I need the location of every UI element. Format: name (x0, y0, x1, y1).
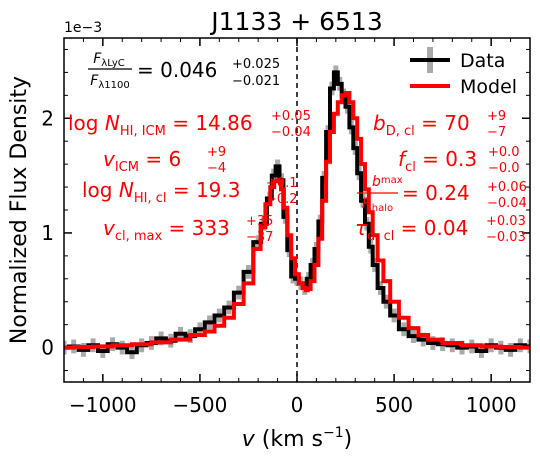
param-v-icm-err-up: +9 (207, 145, 226, 160)
y-tick-label: 2 (41, 106, 54, 130)
param-log-nhi-cl-err-up: +0.1 (266, 176, 298, 191)
x-tick-label: −1000 (69, 393, 137, 417)
model-series-line (64, 91, 530, 350)
x-tick-label: 500 (375, 393, 413, 417)
param-b-ratio-num: bmax (372, 174, 403, 190)
param-v-icm: vICM = 6 (103, 147, 181, 175)
param-b-ratio-err-up: +0.06 (487, 180, 527, 195)
param-f-cl-err-down: −0.0 (488, 161, 520, 176)
lyc-frac-den: Fλ1100 (90, 73, 129, 91)
param-b-ratio-err-down: −0.04 (487, 196, 527, 211)
y-tick-label: 1 (41, 221, 54, 245)
param-v-icm-err-down: −4 (207, 161, 226, 176)
param-v-cl-max-err-down: −37 (246, 230, 273, 245)
lyc-ratio-annotation: FλLyC Fλ1100 = 0.046 +0.025 −0.021 (88, 51, 280, 91)
param-b-ratio-value: = 0.24 (402, 181, 470, 205)
lyc-frac-num: FλLyC (93, 51, 125, 69)
param-tau-d-cl-err-down: −0.03 (486, 230, 526, 245)
param-log-nhi-cl: log NHI, cl = 19.3 (82, 178, 240, 206)
param-tau-d-cl-err-up: +0.03 (486, 214, 526, 229)
param-v-cl-max: vcl, max = 333 (103, 216, 230, 244)
x-tick-label: −500 (172, 393, 227, 417)
x-tick-label: 0 (291, 393, 304, 417)
param-f-cl-err-up: +0.0 (488, 145, 520, 160)
x-axis-label: v (km s−1) (242, 425, 352, 452)
lyc-err-down: −0.021 (232, 74, 280, 89)
param-f-cl: fcl = 0.3 (398, 147, 477, 175)
right-parameters: bD, cl = 70 +9 −7 fcl = 0.3 +0.0 −0.0 bm… (355, 109, 527, 245)
param-tau-d-cl: τd, cl = 0.04 (355, 216, 468, 244)
x-tick-label: 1000 (466, 393, 517, 417)
param-log-nhi-cl-err-down: −0.2 (266, 192, 298, 207)
legend-data-label: Data (460, 50, 505, 72)
legend: Data Model (410, 47, 517, 98)
lyc-value: = 0.046 (137, 58, 217, 82)
param-b-d-cl-err-up: +9 (487, 109, 506, 124)
param-log-nhi-icm-err-up: +0.05 (271, 109, 311, 124)
y-tick-label: 0 (41, 336, 54, 360)
param-b-d-cl: bD, cl = 70 (373, 111, 470, 139)
param-b-d-cl-err-down: −7 (487, 125, 506, 140)
param-b-ratio-den: Rhalo (362, 196, 393, 214)
chart-title: J1133 + 6513 (209, 7, 382, 36)
legend-model-label: Model (460, 76, 517, 98)
lyc-err-up: +0.025 (232, 57, 280, 72)
param-log-nhi-icm: log NHI, ICM = 14.86 (68, 111, 253, 139)
param-log-nhi-icm-err-down: −0.04 (271, 125, 311, 140)
left-parameters: log NHI, ICM = 14.86 +0.05 −0.04 vICM = … (68, 109, 311, 245)
y-multiplier: 1e−3 (64, 20, 102, 36)
y-axis-label: Normalized Flux Density (7, 76, 32, 344)
param-v-cl-max-err-up: +35 (246, 214, 273, 229)
tick-labels: −1000 −500 0 500 1000 0 1 2 (41, 106, 516, 417)
plot-frame (63, 37, 531, 383)
